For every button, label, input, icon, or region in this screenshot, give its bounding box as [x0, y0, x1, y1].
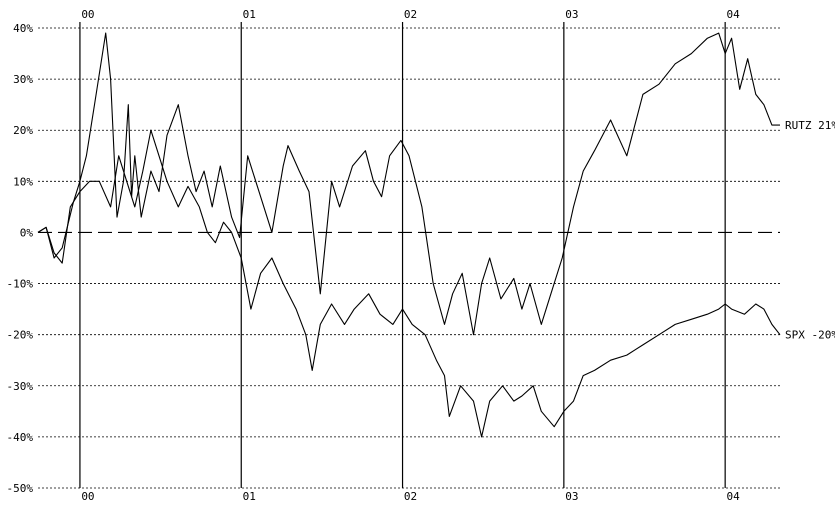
- x-tick-label-bottom-0: 00: [81, 490, 94, 503]
- series-line-rutz: [38, 33, 780, 335]
- x-tick-label-top-4: 04: [727, 8, 741, 21]
- y-tick-label-1: 30%: [13, 73, 33, 86]
- y-tick-label-5: -10%: [7, 278, 34, 291]
- series-end-label-spx: SPX -20%: [785, 329, 835, 342]
- x-tick-label-top-0: 00: [81, 8, 94, 21]
- x-tick-label-bottom-4: 04: [727, 490, 741, 503]
- y-tick-label-4: 0%: [20, 226, 34, 239]
- x-tick-label-top-1: 01: [243, 8, 256, 21]
- y-tick-label-0: 40%: [13, 22, 33, 35]
- gridlines: [38, 28, 780, 488]
- x-tick-label-bottom-1: 01: [243, 490, 256, 503]
- x-tick-label-bottom-2: 02: [404, 490, 417, 503]
- series-lines: [38, 33, 780, 437]
- x-tick-label-top-3: 03: [565, 8, 578, 21]
- tick-labels: 40% 30% 20% 10% 0% -10% -20% -30% -40% -50% 00 00 01…: [7, 8, 835, 503]
- y-tick-label-8: -40%: [7, 431, 34, 444]
- year-lines: [80, 22, 725, 488]
- y-tick-label-2: 20%: [13, 124, 33, 137]
- series-end-label-rutz: RUTZ 21%: [785, 119, 835, 132]
- y-tick-label-7: -30%: [7, 380, 34, 393]
- y-tick-label-6: -20%: [7, 329, 34, 342]
- y-tick-label-3: 10%: [13, 175, 33, 188]
- x-tick-label-bottom-3: 03: [565, 490, 578, 503]
- x-tick-label-top-2: 02: [404, 8, 417, 21]
- y-tick-label-9: -50%: [7, 482, 34, 495]
